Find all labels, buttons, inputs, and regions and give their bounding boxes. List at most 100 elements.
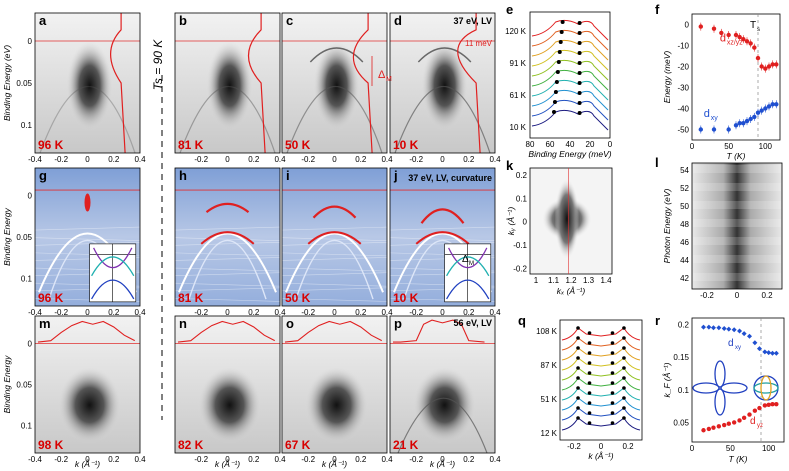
k-tick-label: 0.2 [248,308,260,317]
edc-peak-marker [577,91,582,95]
y-tick-label: 52 [680,184,689,193]
texture-line [281,272,388,276]
mdc-peak-marker [610,341,615,345]
texture-line [281,257,388,261]
y-tick-label: 0 [523,218,528,227]
k-tick-label: 0.4 [134,155,146,164]
note-d: 37 eV, LV [453,16,492,26]
lower-band [307,231,362,245]
data-point-dxy [747,333,752,339]
k-tick-label: -0.2 [54,308,68,317]
panel-h: h 81 K -0.2 0 0.2 0.4 [174,167,286,317]
y-tick-label: 0.2 [516,171,528,180]
mdc-peak-marker [587,421,592,425]
edc-peak-marker [577,61,582,65]
texture-line [174,226,281,231]
be-axis-title: Binding Energy (eV) [2,45,12,121]
edc-curve [352,13,373,154]
be-tick-label: 0.05 [16,381,32,390]
texture-line [174,282,281,287]
panel-p: p 21 K -0.2 0 0.2 0.4 [389,315,501,464]
k-tick-label: 0.2 [355,308,367,317]
mdc-peak-marker [610,411,615,415]
panel-m: m 98 K -0.4 -0.2 0 0.2 0.4 [28,315,146,464]
data-point-dxy [716,325,722,331]
texture-line [174,252,281,257]
panel-frame [174,12,281,154]
edc-peak-marker [577,31,582,35]
texture-line [281,267,388,272]
k-axis-title-0: k (Å⁻¹) [75,459,100,469]
orbital-label: d [728,338,734,349]
edc-peak-marker [557,50,562,54]
data-point-dyz [701,428,706,433]
mdc-peak-marker [622,416,626,420]
y-tick-label: 0 [685,21,690,30]
y-tick-label: -0.1 [513,241,527,250]
edc-trace [531,29,609,51]
panel-frame [174,315,281,454]
y-tick-label: 48 [680,220,689,229]
k-tick-label: -0.4 [28,155,42,164]
mdc-peak-marker [610,391,615,395]
k-tick-label: 0.2 [248,455,260,464]
temperature-label: 91 K [510,59,527,68]
texture-line [174,267,281,272]
mdc-peak-marker [610,351,615,355]
panel-frame [281,12,388,154]
intensity-band [693,183,781,191]
note-delta-c-sub: M [386,76,392,83]
panel-k: k0.2 0.1 0 -0.1 -0.2 1 1.1 1.2 1.3 1.4 kₓ (Å⁻¹) kᵧ … [506,158,613,296]
spectral-weight [198,366,262,444]
y-tick-label: 42 [680,274,689,283]
k-tick-label: 0 [85,308,90,317]
orbital-lobe [714,388,726,416]
x-tick-label: 1 [534,276,539,285]
temperature-label: 50 K [285,138,311,152]
texture-line [34,237,141,241]
temperature-label: 96 K [38,291,64,305]
x-tick-label: 1.1 [548,276,560,285]
panel-letter: c [286,13,293,28]
temperature-label: 108 K [536,327,558,336]
mdc-peak-marker [610,381,615,385]
mdc-trace [561,367,641,381]
data-point-dxy [773,350,779,356]
edc-peak-marker [554,80,559,84]
k-tick-label: 0.4 [489,455,501,464]
spectral-weight [305,366,369,444]
k-tick-label: 0.4 [274,308,286,317]
panel-frame [529,11,611,139]
panel-letter: m [39,316,51,331]
data-point-dxy [710,325,716,331]
gapped-band [205,202,250,214]
x-tick-label: 0 [690,444,695,453]
mdc-peak-marker [622,336,626,340]
mdc-peak-marker [622,396,626,400]
k-axis-title: k (Å⁻¹) [322,459,347,469]
edc-peak-marker [560,20,565,24]
be-axis-row-0: 0 0.05 0.1 Binding Energy (eV) [2,37,33,130]
orbital-label-sub: yz [757,423,763,429]
panel-frame [34,167,141,307]
temperature-label: 12 K [541,429,558,438]
edc-trace [531,49,609,71]
mdc-curve [177,320,276,343]
mdc-peak-marker [576,346,580,350]
band-inner [188,239,267,300]
panel-a: a 96 K -0.4 -0.2 0 0.2 0.4 [28,12,146,164]
texture-line [34,241,141,246]
temperature-label: 21 K [393,438,419,452]
inset-band-blue [446,279,490,300]
band-gapped [309,47,364,63]
edc-curve [248,13,266,154]
texture-line [281,298,388,302]
k-axis-title-3: k (Å⁻¹) [430,459,455,469]
panel-frame [389,167,496,307]
edc-peak-marker [577,71,582,75]
note-delta-j-sub: M [469,261,474,267]
k-tick-label: -0.2 [301,155,315,164]
mdc-peak-marker [587,371,592,375]
data-point-dxy [741,331,747,337]
